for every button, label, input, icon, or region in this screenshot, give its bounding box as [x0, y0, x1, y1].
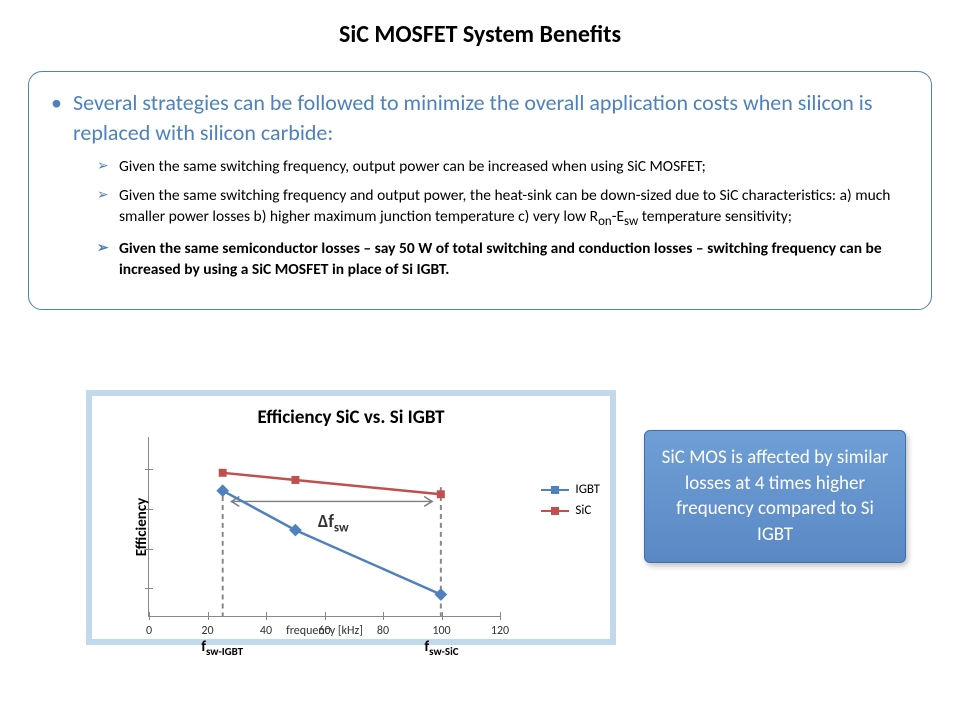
plot-area: Efficiency 020406080100120frequency [kHz… [148, 437, 500, 617]
freq-marker-label: fsw-IGBT [201, 638, 243, 658]
x-tick-label: 20 [201, 624, 213, 638]
x-tick-label: 120 [491, 624, 509, 638]
bullet-list: Given the same switching frequency, outp… [97, 157, 909, 280]
x-tick-label: 80 [377, 624, 389, 638]
lead-text: Several strategies can be followed to mi… [51, 88, 909, 147]
legend-item: SiC [541, 503, 600, 518]
chart-title: Efficiency SiC vs. Si IGBT [102, 406, 600, 429]
x-axis-label: frequency [kHz] [286, 624, 363, 638]
legend-item: IGBT [541, 482, 600, 497]
chart-container: Efficiency SiC vs. Si IGBT Efficiency 02… [86, 390, 616, 645]
legend: IGBT SiC [541, 482, 600, 524]
delta-label: Δfsw [318, 510, 349, 536]
bullet-item: Given the same switching frequency and o… [97, 186, 909, 230]
info-box: Several strategies can be followed to mi… [28, 71, 932, 310]
x-tick-label: 40 [260, 624, 272, 638]
page-title: SiC MOSFET System Benefits [0, 0, 960, 49]
freq-marker-label: fsw-SiC [424, 638, 458, 658]
callout-box: SiC MOS is affected by similar losses at… [644, 430, 906, 563]
bullet-item: Given the same switching frequency, outp… [97, 157, 909, 178]
x-tick-label: 100 [432, 624, 450, 638]
bullet-item: Given the same semiconductor losses – sa… [97, 239, 909, 281]
x-tick-label: 0 [146, 624, 152, 638]
